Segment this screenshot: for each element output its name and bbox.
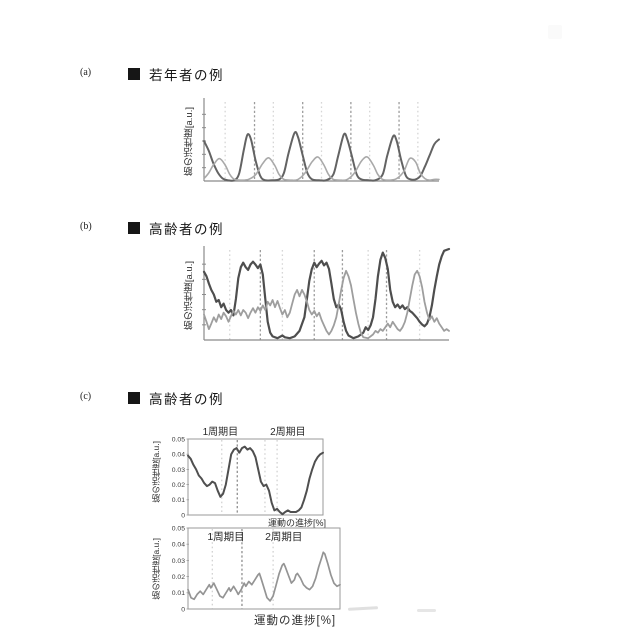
- svg-text:0.03: 0.03: [172, 467, 185, 474]
- svg-text:2周期目: 2周期目: [265, 531, 302, 543]
- chart-canvas: 0 0.01 0.02 0.03 0.04 0.05 1周期目 2周期目: [172, 426, 324, 519]
- panel-a-title-text: 若年者の例: [149, 68, 224, 83]
- svg-text:0.01: 0.01: [172, 497, 185, 504]
- y-axis-label: 筋の活性度[a.u.]: [184, 260, 195, 330]
- svg-text:0.03: 0.03: [172, 558, 185, 565]
- panel-b-title: 高齢者の例: [128, 218, 224, 238]
- x-axis-label: 運動の進捗[%]: [268, 518, 327, 528]
- panel-b-index: (b): [80, 221, 92, 232]
- smudge-artifact: [548, 25, 562, 39]
- elderly-example-chart: 筋の活性度[a.u.]: [183, 245, 451, 345]
- svg-text:0.04: 0.04: [172, 542, 185, 549]
- svg-text:2周期目: 2周期目: [270, 426, 306, 438]
- svg-text:1周期目: 1周期目: [207, 531, 244, 543]
- chart-canvas: [202, 246, 451, 341]
- elderly-cycle-chart-1: 筋の活性度[a.u.] 0 0.01 0.02 0.03 0.04 0.05 1周期目 2周期…: [150, 424, 326, 528]
- panel-a-title: 若年者の例: [128, 64, 224, 84]
- elderly-cycle-chart-2: 筋の活性度[a.u.] 0 0.01 0.02 0.03 0.04 0.05 1周期目 2周期…: [150, 525, 343, 627]
- panel-c-title: 高齢者の例: [128, 388, 224, 408]
- chart-canvas: [202, 98, 440, 182]
- svg-text:0.05: 0.05: [172, 525, 185, 532]
- smudge-artifact: [417, 609, 436, 612]
- black-square-bullet-icon: [128, 222, 140, 234]
- young-example-chart: 筋の活性度[a.u.]: [183, 96, 441, 186]
- y-axis-label: 筋の活性度[a.u.]: [151, 538, 161, 600]
- panel-c-title-text: 高齢者の例: [149, 392, 224, 407]
- panel-a-index: (a): [80, 67, 92, 78]
- svg-text:0.01: 0.01: [172, 590, 185, 597]
- smudge-artifact: [347, 606, 379, 611]
- x-axis-label: 運動の進捗[%]: [254, 615, 337, 627]
- svg-text:0: 0: [181, 512, 185, 519]
- y-axis-label: 筋の活性度[a.u.]: [184, 106, 195, 176]
- svg-text:0.05: 0.05: [172, 436, 185, 443]
- panel-b-title-text: 高齢者の例: [149, 222, 224, 237]
- panel-c-index: (c): [80, 391, 92, 402]
- svg-text:0.02: 0.02: [172, 574, 185, 581]
- black-square-bullet-icon: [128, 392, 140, 404]
- svg-text:0: 0: [181, 606, 185, 613]
- black-square-bullet-icon: [128, 68, 140, 80]
- svg-text:1周期目: 1周期目: [203, 426, 239, 438]
- y-axis-label: 筋の活性度[a.u.]: [151, 440, 161, 503]
- chart-canvas: 0 0.01 0.02 0.03 0.04 0.05 1周期目 2周期目: [172, 525, 341, 613]
- svg-text:0.02: 0.02: [172, 482, 185, 489]
- svg-text:0.04: 0.04: [172, 452, 185, 459]
